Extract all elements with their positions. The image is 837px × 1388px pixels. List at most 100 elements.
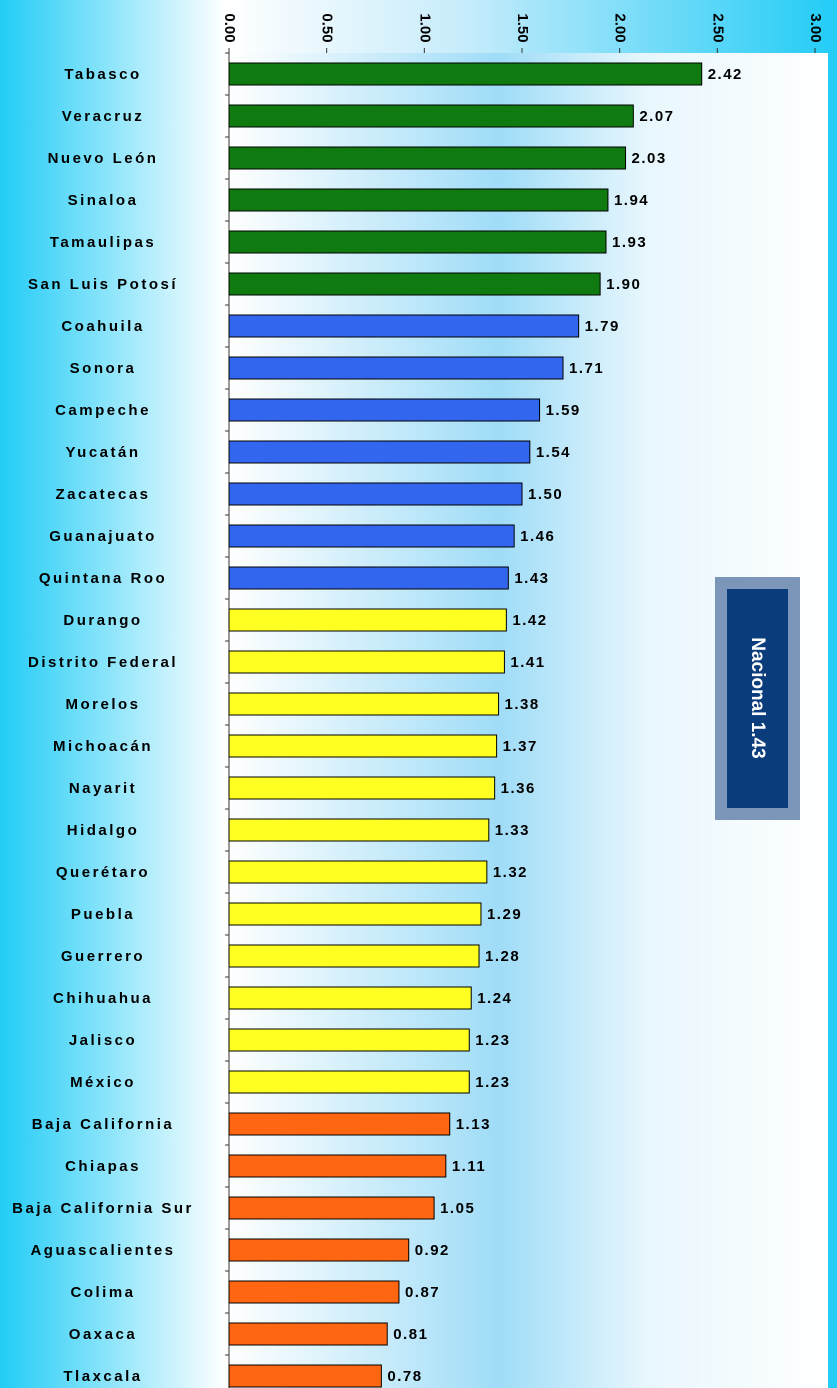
y-tick-label: Distrito Federal xyxy=(28,654,178,671)
y-tick-label: Jalisco xyxy=(69,1032,137,1049)
value-label: 1.23 xyxy=(475,1032,510,1049)
bar xyxy=(228,356,564,380)
bar xyxy=(228,272,601,296)
value-label: 2.07 xyxy=(639,108,674,125)
y-tick-label: Sinaloa xyxy=(68,192,139,209)
bar xyxy=(228,1070,470,1094)
value-label: 1.24 xyxy=(477,990,512,1007)
y-tick-label: Durango xyxy=(63,612,142,629)
bar xyxy=(228,692,500,716)
annotation: Nacional 1.43 xyxy=(747,637,768,758)
value-label: 1.46 xyxy=(520,528,555,545)
y-tick-label: Guerrero xyxy=(61,948,145,965)
value-label: 1.59 xyxy=(546,402,581,419)
value-label: 2.42 xyxy=(708,66,743,83)
value-label: 1.05 xyxy=(440,1200,475,1217)
value-label: 1.11 xyxy=(452,1158,486,1175)
value-label: 0.81 xyxy=(393,1326,428,1343)
y-tick-label: Tamaulipas xyxy=(50,234,156,251)
value-label: 1.29 xyxy=(487,906,522,923)
bar xyxy=(228,1028,470,1052)
value-label: 0.78 xyxy=(387,1368,422,1385)
bar xyxy=(228,1238,410,1262)
x-tick-label: 2.50 xyxy=(709,13,726,42)
bar xyxy=(228,314,580,338)
y-tick-label: Morelos xyxy=(65,696,140,713)
value-label: 1.33 xyxy=(495,822,530,839)
x-tick-label: 0.50 xyxy=(319,13,336,42)
bar xyxy=(228,230,607,254)
bar xyxy=(228,440,531,464)
y-tick-label: Campeche xyxy=(55,402,151,419)
y-tick-label: Guanajuato xyxy=(49,528,157,545)
y-tick-label: Oaxaca xyxy=(69,1326,137,1343)
value-label: 1.38 xyxy=(505,696,540,713)
bar xyxy=(228,146,627,170)
annotation-box xyxy=(715,577,800,820)
x-tick-label: 2.00 xyxy=(612,13,629,42)
y-tick-label: Baja California Sur xyxy=(12,1200,194,1217)
bar xyxy=(228,1196,435,1220)
bar xyxy=(228,1280,400,1304)
y-tick-label: Querétaro xyxy=(56,864,150,881)
y-tick-label: San Luis Potosí xyxy=(28,276,178,293)
bar xyxy=(228,776,496,800)
x-tick-label: 3.00 xyxy=(807,13,824,42)
bar xyxy=(228,1112,451,1136)
value-label: 1.41 xyxy=(510,654,545,671)
y-tick-label: Tabasco xyxy=(64,66,141,83)
bar xyxy=(228,608,507,632)
y-tick-label: Yucatán xyxy=(65,444,140,461)
y-tick-label: Sonora xyxy=(70,360,137,377)
bar xyxy=(228,734,498,758)
x-tick-label: 0.00 xyxy=(221,13,238,42)
bar xyxy=(228,1322,388,1346)
y-tick-label: Chihuahua xyxy=(53,990,153,1007)
bar xyxy=(228,104,634,128)
value-label: 1.54 xyxy=(536,444,571,461)
value-label: 1.37 xyxy=(503,738,538,755)
y-tick-label: Michoacán xyxy=(53,738,153,755)
y-tick-label: Coahuila xyxy=(61,318,144,335)
value-label: 1.13 xyxy=(456,1116,491,1133)
value-label: 1.71 xyxy=(569,360,604,377)
bar xyxy=(228,1364,382,1388)
bar xyxy=(228,398,541,422)
value-label: 1.32 xyxy=(493,864,528,881)
value-label: 1.50 xyxy=(528,486,563,503)
value-label: 1.42 xyxy=(512,612,547,629)
value-label: 1.94 xyxy=(614,192,649,209)
x-tick-label: 1.50 xyxy=(514,13,531,42)
bar xyxy=(228,62,703,86)
bar xyxy=(228,818,490,842)
y-tick-label: Tlaxcala xyxy=(63,1368,142,1385)
y-tick-label: Quintana Roo xyxy=(39,570,167,587)
bar xyxy=(228,566,509,590)
x-tick-label: 1.00 xyxy=(416,13,433,42)
y-tick-label: Puebla xyxy=(71,906,135,923)
y-tick-label: Nayarit xyxy=(69,780,137,797)
y-tick-label: Hidalgo xyxy=(67,822,140,839)
bar xyxy=(228,650,505,674)
value-label: 1.93 xyxy=(612,234,647,251)
value-label: 1.23 xyxy=(475,1074,510,1091)
y-tick-label: Colima xyxy=(70,1284,135,1301)
value-label: 1.43 xyxy=(514,570,549,587)
bar xyxy=(228,188,609,212)
y-tick-label: Baja California xyxy=(32,1116,175,1133)
y-tick-label: Zacatecas xyxy=(55,486,150,503)
y-tick-label: Aguascalientes xyxy=(30,1242,175,1259)
bar xyxy=(228,986,472,1010)
value-label: 0.92 xyxy=(415,1242,450,1259)
value-label: 0.87 xyxy=(405,1284,440,1301)
value-label: 1.79 xyxy=(585,318,620,335)
bar xyxy=(228,860,488,884)
y-tick-label: México xyxy=(70,1074,136,1091)
bar xyxy=(228,944,480,968)
bar xyxy=(228,524,515,548)
y-tick-label: Veracruz xyxy=(62,108,145,125)
bar xyxy=(228,482,523,506)
y-tick-label: Nuevo León xyxy=(48,150,159,167)
value-label: 2.03 xyxy=(632,150,667,167)
